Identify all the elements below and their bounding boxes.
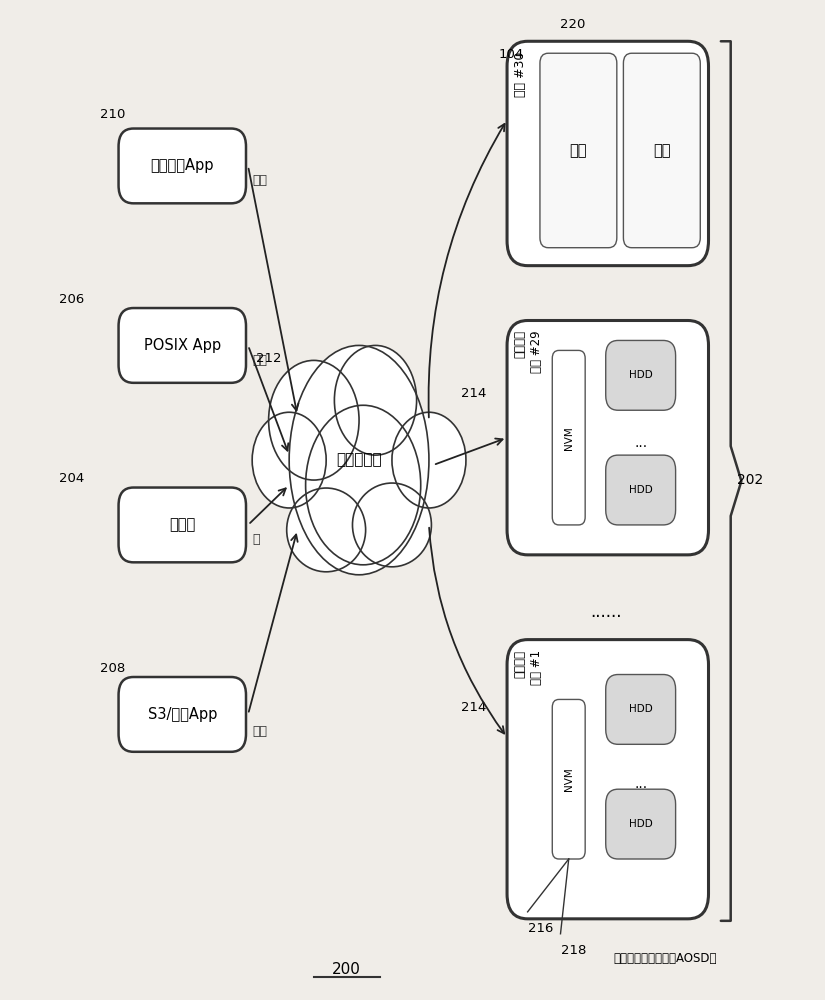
Text: 高速以太网: 高速以太网 — [337, 453, 382, 468]
Text: 隔区 #29: 隔区 #29 — [530, 330, 543, 373]
FancyBboxPatch shape — [507, 41, 709, 266]
Text: 虚拟机: 虚拟机 — [169, 517, 196, 532]
FancyBboxPatch shape — [540, 53, 617, 248]
Text: 200: 200 — [332, 962, 361, 977]
Text: ...: ... — [634, 777, 648, 791]
Text: ...: ... — [634, 436, 648, 450]
Text: 214: 214 — [461, 701, 487, 714]
Text: 214: 214 — [461, 387, 487, 400]
Text: 网关: 网关 — [653, 143, 671, 158]
Text: 主动对象存储装置（AOSD）: 主动对象存储装置（AOSD） — [613, 952, 717, 965]
Text: 隔区 #30: 隔区 #30 — [514, 51, 526, 97]
Ellipse shape — [290, 345, 429, 575]
FancyBboxPatch shape — [606, 455, 676, 525]
Text: 202: 202 — [738, 473, 763, 487]
Text: NVM: NVM — [563, 767, 573, 791]
FancyBboxPatch shape — [507, 640, 709, 919]
Text: 216: 216 — [528, 922, 553, 935]
FancyBboxPatch shape — [606, 340, 676, 410]
Text: HDD: HDD — [629, 704, 653, 714]
Ellipse shape — [252, 412, 326, 508]
Text: HDD: HDD — [629, 370, 653, 380]
Ellipse shape — [305, 405, 421, 565]
FancyBboxPatch shape — [119, 488, 246, 562]
Text: 对象: 对象 — [252, 725, 267, 738]
Text: 220: 220 — [560, 18, 586, 31]
Text: 块: 块 — [252, 533, 260, 546]
FancyBboxPatch shape — [606, 789, 676, 859]
Text: S3/快速App: S3/快速App — [148, 707, 217, 722]
FancyBboxPatch shape — [119, 129, 246, 203]
Text: 208: 208 — [100, 662, 125, 675]
Text: 文件: 文件 — [252, 354, 267, 367]
FancyBboxPatch shape — [552, 350, 585, 525]
Text: 104: 104 — [498, 48, 524, 61]
Text: 210: 210 — [100, 108, 125, 121]
Ellipse shape — [352, 483, 431, 567]
FancyBboxPatch shape — [119, 677, 246, 752]
FancyBboxPatch shape — [507, 321, 709, 555]
Text: HDD: HDD — [629, 485, 653, 495]
Ellipse shape — [392, 412, 466, 508]
Text: 206: 206 — [59, 293, 84, 306]
Text: HDD: HDD — [629, 819, 653, 829]
Text: 主动混合: 主动混合 — [514, 650, 526, 678]
Text: NVM: NVM — [563, 426, 573, 450]
Text: 键值: 键值 — [252, 174, 267, 187]
Text: ......: ...... — [590, 603, 621, 621]
FancyBboxPatch shape — [552, 699, 585, 859]
FancyBboxPatch shape — [606, 675, 676, 744]
Text: 212: 212 — [256, 352, 281, 365]
Ellipse shape — [334, 345, 417, 455]
FancyBboxPatch shape — [624, 53, 700, 248]
Text: 204: 204 — [59, 472, 84, 485]
Text: 管理: 管理 — [569, 143, 587, 158]
Text: 隔区 #1: 隔区 #1 — [530, 650, 543, 685]
Ellipse shape — [287, 488, 365, 572]
FancyBboxPatch shape — [119, 308, 246, 383]
Text: 主动混合: 主动混合 — [514, 330, 526, 358]
Text: 218: 218 — [560, 944, 586, 957]
Text: POSIX App: POSIX App — [144, 338, 221, 353]
Text: 动态相容App: 动态相容App — [150, 158, 214, 173]
Ellipse shape — [269, 360, 359, 480]
